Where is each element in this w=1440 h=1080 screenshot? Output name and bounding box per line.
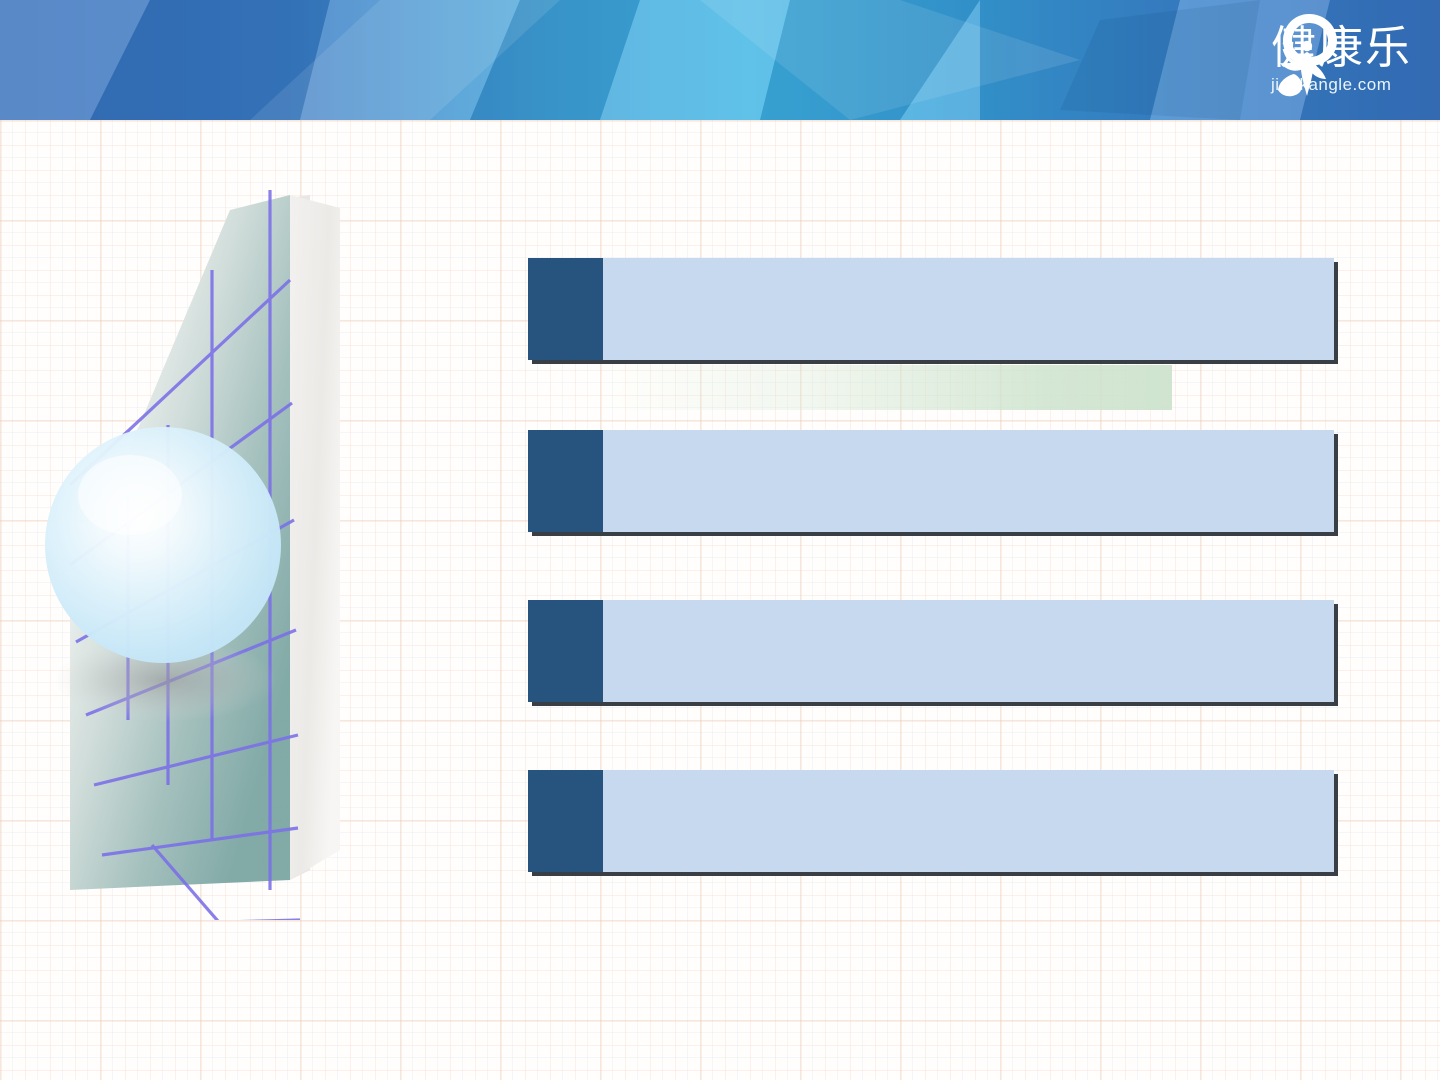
content-bar-body-4[interactable] [603, 770, 1334, 872]
plane-back-shadow [290, 195, 340, 880]
highlight-band [604, 365, 1172, 410]
content-bar-tab-1[interactable] [528, 258, 603, 360]
brand-logo[interactable]: 健康乐 jionkangle.com [1271, 8, 1412, 112]
content-bar-body-3[interactable] [603, 600, 1334, 702]
content-bar-row-2[interactable] [528, 430, 1338, 536]
content-bar-row-3[interactable] [528, 600, 1338, 706]
header-lowpoly-pattern [0, 0, 1440, 120]
content-bar-row-4[interactable] [528, 770, 1338, 876]
content-bar-tab-2[interactable] [528, 430, 603, 532]
sphere-and-grid-plane-graphic [45, 155, 340, 1020]
content-bar-row-1[interactable] [528, 258, 1338, 364]
sphere-highlight [78, 455, 182, 535]
decorative-illustration [40, 155, 510, 1020]
sphere-drop-shadow [53, 638, 277, 722]
content-bar-tab-4[interactable] [528, 770, 603, 872]
content-bar-body-1[interactable] [603, 258, 1334, 360]
content-bar-body-2[interactable] [603, 430, 1334, 532]
page-header: 健康乐 jionkangle.com [0, 0, 1440, 120]
content-bar-tab-3[interactable] [528, 600, 603, 702]
person-in-circle-logo-icon [1277, 14, 1337, 97]
